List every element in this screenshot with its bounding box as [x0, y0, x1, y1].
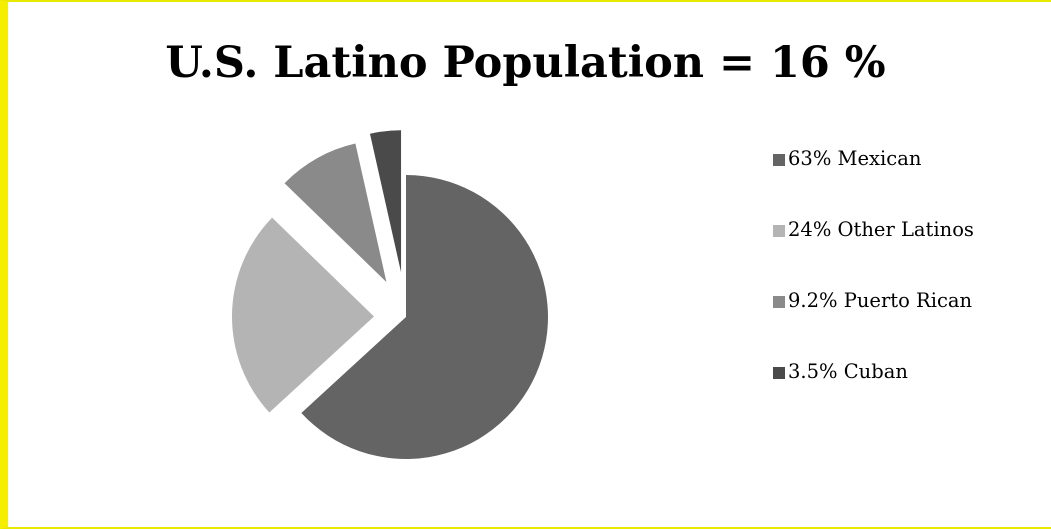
legend-item-1: 63% Mexican — [773, 147, 974, 218]
legend-label-3: 9.2% Puerto Rican — [788, 289, 973, 312]
pie-slice-1 — [301, 175, 548, 459]
legend-swatch-3 — [773, 296, 785, 308]
legend-item-3: 9.2% Puerto Rican — [773, 289, 974, 360]
chart-title: U.S. Latino Population = 16 % — [165, 38, 886, 88]
legend-item-4: 3.5% Cuban — [773, 360, 974, 431]
legend-item-2: 24% Other Latinos — [773, 218, 974, 289]
legend-label-4: 3.5% Cuban — [788, 360, 908, 383]
chart-legend: 63% Mexican 24% Other Latinos 9.2% Puerto … — [773, 147, 974, 431]
legend-swatch-2 — [773, 225, 785, 237]
legend-swatch-1 — [773, 154, 785, 166]
legend-label-1: 63% Mexican — [788, 147, 922, 170]
pie-slice-4 — [369, 130, 402, 273]
pie-slice-3 — [284, 143, 387, 283]
legend-label-2: 24% Other Latinos — [788, 218, 974, 241]
legend-swatch-4 — [773, 367, 785, 379]
pie-slice-2 — [232, 217, 375, 413]
